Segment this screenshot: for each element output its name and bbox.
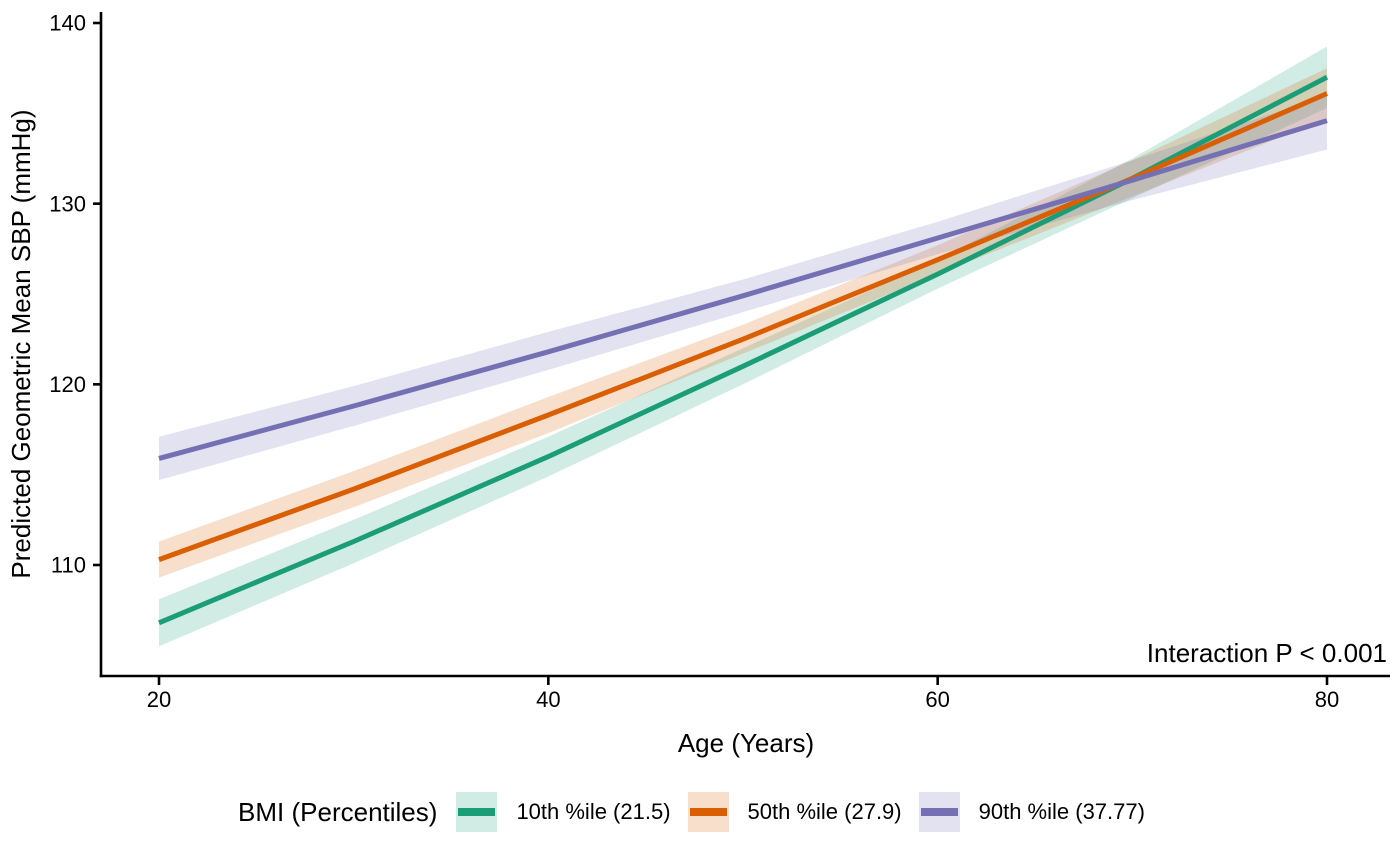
y-axis-title: Predicted Geometric Mean SBP (mmHg) — [6, 109, 36, 578]
trend-line-2 — [158, 118, 1328, 461]
legend-key-line-icon — [458, 808, 496, 816]
x-tick-label: 60 — [925, 687, 949, 712]
legend-label-90th-percentile: 90th %ile (37.77) — [978, 799, 1145, 824]
y-tick-label: 130 — [49, 191, 86, 216]
legend-label-50th-percentile: 50th %ile (27.9) — [747, 799, 902, 824]
legend-label-10th-percentile: 10th %ile (21.5) — [516, 799, 671, 824]
x-axis-title: Age (Years) — [678, 728, 814, 758]
y-tick-label: 120 — [49, 372, 86, 397]
legend-item-50th-percentile: 50th %ile (27.9) — [687, 792, 902, 832]
legend-item-90th-percentile: 90th %ile (37.77) — [918, 792, 1145, 832]
x-tick-label: 20 — [147, 687, 171, 712]
x-tick-label: 80 — [1315, 687, 1339, 712]
legend-item-10th-percentile: 10th %ile (21.5) — [456, 792, 671, 832]
ci-ribbon-2 — [159, 95, 1327, 481]
y-tick-label: 110 — [51, 553, 86, 578]
legend-key-90th-percentile — [918, 792, 960, 832]
legend-key-10th-percentile — [456, 792, 498, 832]
legend-key-line-icon — [920, 808, 958, 816]
legend-title: BMI (Percentiles) — [238, 796, 438, 827]
axes: 20 40 60 80 110 120 130 140 — [49, 11, 1390, 712]
x-tick-label: 40 — [536, 687, 560, 712]
y-axis-ticks: 110 120 130 140 — [49, 11, 101, 578]
legend-key-line-icon — [689, 808, 727, 816]
y-tick-label: 140 — [49, 11, 86, 36]
ci-ribbon-1 — [159, 68, 1327, 578]
legend: BMI (Percentiles) 10th %ile (21.5) 50th … — [0, 788, 1400, 836]
confidence-ribbons — [159, 46, 1327, 647]
legend-key-50th-percentile — [687, 792, 729, 832]
x-axis-ticks: 20 40 60 80 — [147, 677, 1339, 712]
sbp-age-chart: 20 40 60 80 110 120 130 140 Age (Years) Predic… — [6, 11, 1390, 758]
trend-lines — [158, 74, 1329, 626]
interaction-p-annotation: Interaction P < 0.001 — [1147, 638, 1387, 668]
